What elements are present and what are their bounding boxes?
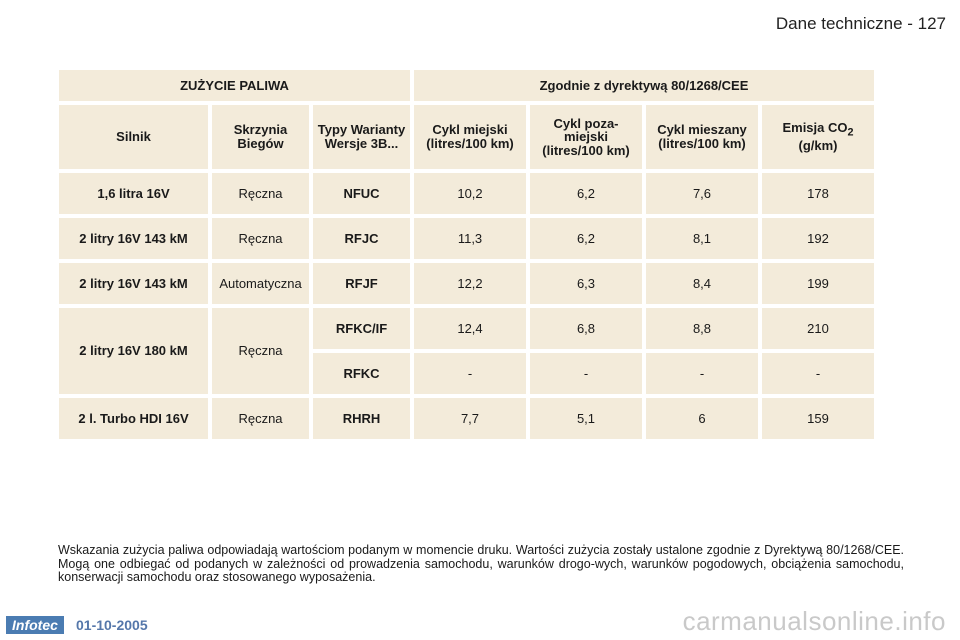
cell-gearbox: Ręczna [212, 173, 309, 214]
cell-type: RFKC/IF [313, 308, 410, 349]
cell-co2: 192 [762, 218, 874, 259]
column-header-row: Silnik Skrzynia Biegów Typy Warianty Wer… [59, 105, 874, 169]
col-engine: Silnik [59, 105, 208, 169]
cell-type: RHRH [313, 398, 410, 439]
col-extra-urban: Cykl poza-miejski (litres/100 km) [530, 105, 642, 169]
col-types: Typy Warianty Wersje 3B... [313, 105, 410, 169]
cell-combined: - [646, 353, 758, 394]
cell-combined: 7,6 [646, 173, 758, 214]
cell-extra-urban: - [530, 353, 642, 394]
cell-engine: 2 litry 16V 180 kM [59, 308, 208, 394]
cell-co2: 210 [762, 308, 874, 349]
cell-co2: 178 [762, 173, 874, 214]
cell-combined: 8,8 [646, 308, 758, 349]
table-title-row: ZUŻYCIE PALIWA Zgodnie z dyrektywą 80/12… [59, 70, 874, 101]
cell-combined: 8,4 [646, 263, 758, 304]
col-gearbox: Skrzynia Biegów [212, 105, 309, 169]
cell-type: RFJC [313, 218, 410, 259]
cell-urban: - [414, 353, 526, 394]
page-title: Dane techniczne - 127 [775, 14, 946, 33]
col-urban: Cykl miejski (litres/100 km) [414, 105, 526, 169]
co2-suffix: (g/km) [798, 138, 838, 154]
table-row: RFKC - - - - [59, 353, 874, 394]
cell-type: RFKC [313, 353, 410, 394]
cell-gearbox: Ręczna [212, 398, 309, 439]
cell-type: RFJF [313, 263, 410, 304]
table-title-left: ZUŻYCIE PALIWA [59, 70, 410, 101]
cell-engine: 2 litry 16V 143 kM [59, 218, 208, 259]
col-combined: Cykl mieszany (litres/100 km) [646, 105, 758, 169]
cell-extra-urban: 5,1 [530, 398, 642, 439]
print-date: 01-10-2005 [76, 617, 148, 633]
cell-extra-urban: 6,3 [530, 263, 642, 304]
col-co2: Emisja CO2 (g/km) [762, 105, 874, 169]
cell-urban: 12,4 [414, 308, 526, 349]
table-row: 2 litry 16V 143 kM Ręczna RFJC 11,3 6,2 … [59, 218, 874, 259]
table-row: 2 l. Turbo HDI 16V Ręczna RHRH 7,7 5,1 6… [59, 398, 874, 439]
cell-urban: 11,3 [414, 218, 526, 259]
cell-engine: 1,6 litra 16V [59, 173, 208, 214]
cell-urban: 7,7 [414, 398, 526, 439]
table-row: 2 litry 16V 180 kM Ręczna RFKC/IF 12,4 6… [59, 308, 874, 394]
cell-co2: - [762, 353, 874, 394]
cell-type: NFUC [313, 173, 410, 214]
co2-subscript: 2 [847, 126, 854, 139]
site-watermark: carmanualsonline.info [682, 606, 946, 636]
infotec-logo: Infotec [6, 616, 64, 634]
fuel-consumption-note: Wskazania zużycia paliwa odpowiadają war… [58, 543, 904, 584]
fuel-consumption-table: ZUŻYCIE PALIWA Zgodnie z dyrektywą 80/12… [55, 66, 878, 443]
table-title-right: Zgodnie z dyrektywą 80/1268/CEE [414, 70, 874, 101]
co2-prefix: Emisja CO [782, 120, 848, 136]
cell-combined: 6 [646, 398, 758, 439]
cell-engine: 2 litry 16V 143 kM [59, 263, 208, 304]
cell-urban: 10,2 [414, 173, 526, 214]
cell-combined: 8,1 [646, 218, 758, 259]
cell-extra-urban: 6,2 [530, 218, 642, 259]
cell-co2: 199 [762, 263, 874, 304]
table-row: 2 litry 16V 143 kM Automatyczna RFJF 12,… [59, 263, 874, 304]
cell-gearbox: Ręczna [212, 308, 309, 394]
cell-extra-urban: 6,8 [530, 308, 642, 349]
cell-urban: 12,2 [414, 263, 526, 304]
cell-extra-urban: 6,2 [530, 173, 642, 214]
cell-engine: 2 l. Turbo HDI 16V [59, 398, 208, 439]
table-row: 1,6 litra 16V Ręczna NFUC 10,2 6,2 7,6 1… [59, 173, 874, 214]
cell-gearbox: Automatyczna [212, 263, 309, 304]
cell-gearbox: Ręczna [212, 218, 309, 259]
cell-co2: 159 [762, 398, 874, 439]
